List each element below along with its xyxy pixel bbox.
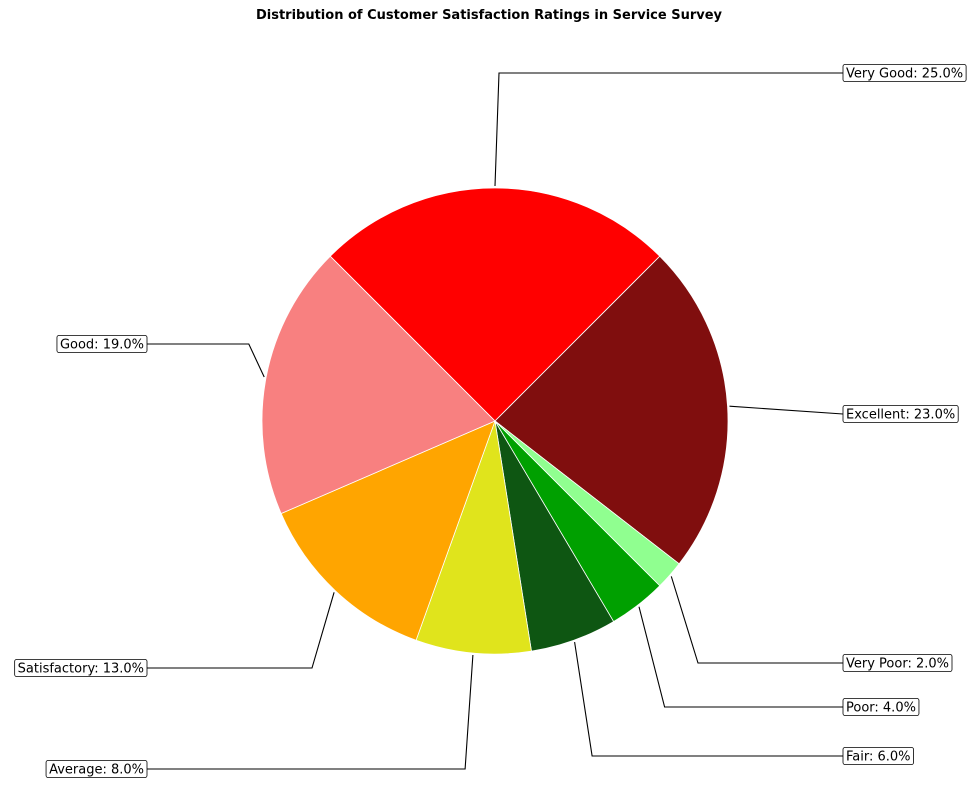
slice-label-satisfactory: Satisfactory: 13.0%: [18, 662, 144, 677]
slice-label-box-excellent: [842, 405, 959, 423]
slice-label-box-fair: [842, 747, 914, 765]
callout-line-good: [147, 343, 265, 378]
pie-slice-good: [261, 255, 496, 515]
pie-slice-satisfactory: [280, 420, 496, 641]
slice-label-box-average: [45, 760, 148, 778]
slice-label-box-very-good: [842, 64, 967, 82]
slice-label-box-poor: [842, 698, 920, 716]
pie-slice-excellent: [494, 255, 729, 565]
pie-slice-very-good: [329, 187, 661, 422]
callout-line-average: [147, 654, 474, 770]
callout-line-excellent: [729, 405, 844, 415]
callout-line-satisfactory: [147, 592, 335, 669]
slice-label-fair: Fair: 6.0%: [846, 750, 911, 765]
slice-label-box-good: [56, 335, 148, 353]
slice-label-very-good: Very Good: 25.0%: [846, 67, 963, 82]
pie-slices: [261, 187, 729, 655]
callout-line-very-poor: [670, 576, 843, 664]
callout-line-fair: [574, 642, 843, 757]
pie-labels: Very Good: 25.0% Excellent: 23.0% Very Poo…: [14, 64, 967, 778]
pie-slice-average: [415, 420, 532, 655]
slice-label-poor: Poor: 4.0%: [846, 701, 916, 716]
slice-label-good: Good: 19.0%: [60, 338, 144, 353]
slice-label-box-very-poor: [842, 654, 953, 672]
slice-label-very-poor: Very Poor: 2.0%: [846, 657, 949, 672]
slice-label-excellent: Excellent: 23.0%: [846, 408, 955, 423]
slice-label-box-satisfactory: [14, 659, 148, 677]
callout-line-very-good: [494, 72, 843, 187]
callout-line-poor: [638, 606, 843, 708]
slice-label-average: Average: 8.0%: [49, 763, 144, 778]
chart-title: Distribution of Customer Satisfaction Ra…: [255, 8, 723, 23]
